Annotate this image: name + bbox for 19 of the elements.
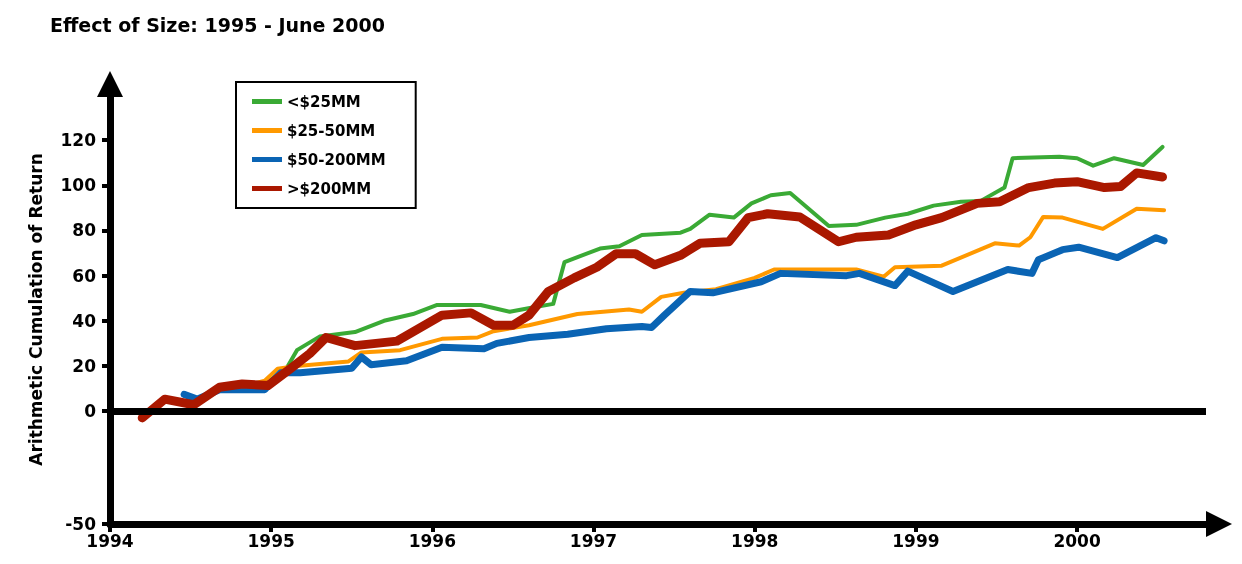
y-tick-label: 100 [60,175,97,196]
legend-label: $50-200MM [287,150,386,169]
y-tick-label: 120 [60,130,97,151]
y-tick-label: 0 [84,401,97,422]
x-tick-label: 1999 [892,530,940,551]
x-tick-label: 2000 [1053,530,1101,551]
x-tick-label: 1995 [247,530,295,551]
x-tick-label: 1996 [408,530,457,551]
y-tick-label: 40 [72,310,97,331]
y-tick-label: 60 [72,265,97,286]
legend-label: >$200MM [287,179,372,198]
y-axis-title: Arithmetic Cumulation of Return [25,153,46,466]
y-tick-label: 20 [72,355,97,376]
legend-label: $25-50MM [287,121,376,140]
x-tick-label: 1998 [731,530,779,551]
legend-label: <$25MM [287,92,361,111]
chart-title: Effect of Size: 1995 - June 2000 [50,13,386,36]
y-tick-label: 80 [72,220,97,241]
x-tick-label: 1997 [569,530,618,551]
